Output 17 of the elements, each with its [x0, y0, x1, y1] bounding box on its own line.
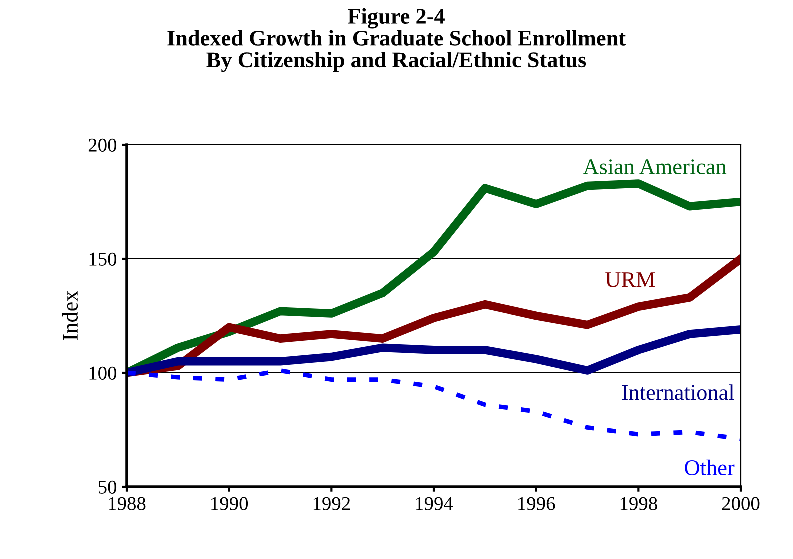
y-tick-label: 200: [88, 138, 117, 152]
x-tick-label: 1996: [518, 497, 556, 510]
x-tick-label: 1992: [314, 497, 350, 510]
y-tick-label: 150: [90, 252, 117, 266]
y-axis-title: Index: [62, 290, 78, 340]
x-tick-label: 1998: [620, 497, 658, 510]
series-label: International: [622, 384, 734, 400]
x-tick-label: 1990: [212, 497, 248, 510]
x-tick-label: 1994: [416, 497, 454, 510]
y-tick-label: 100: [90, 366, 117, 380]
y-tick-label: 50: [98, 480, 117, 494]
series-label: URM: [606, 272, 656, 288]
chart-title: Figure 2-4 Indexed Growth in Graduate School Enrollment By Citizenship and Racial/Ethnic Status: [168, 8, 626, 72]
series-label: Asian American: [583, 160, 727, 175]
x-tick-label: 1988: [109, 497, 146, 510]
x-tick-label: 2000: [722, 497, 760, 510]
series-label: Other: [685, 460, 735, 476]
